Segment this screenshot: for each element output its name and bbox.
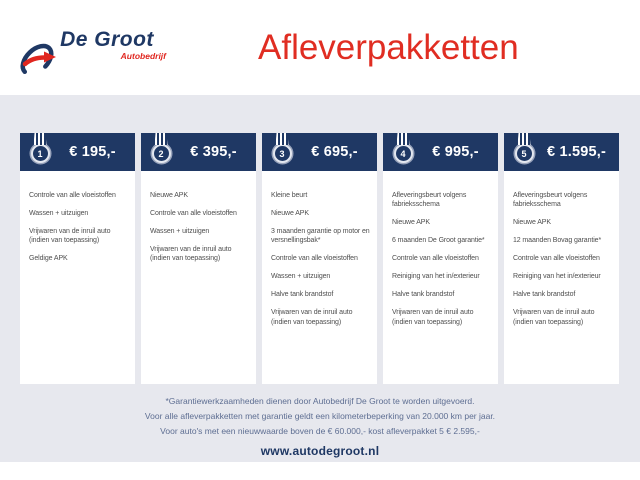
package-item: Controle van alle vloeistoffen [150, 209, 237, 217]
package-item: Halve tank brandstof [271, 291, 334, 299]
medal-number: 1 [30, 144, 50, 163]
package-header: 3 € 695,- [262, 133, 377, 171]
package-card-5: 5 € 1.595,- Afleveringsbeurt volgens fab… [504, 133, 619, 384]
package-header: 5 € 1.595,- [504, 133, 619, 171]
medal-number: 5 [514, 144, 534, 163]
medal-number: 2 [151, 144, 171, 163]
package-card-2: 2 € 395,- Nieuwe APK Controle van alle vl… [141, 133, 256, 384]
package-card-4: 4 € 995,- Afleveringsbeurt volgens fabri… [383, 133, 498, 384]
package-price: € 695,- [311, 144, 358, 160]
footnotes: *Garantiewerkzaamheden dienen door Autob… [0, 394, 640, 439]
package-item: Reiniging van het in/exterieur [513, 273, 601, 281]
package-cards: 1 € 195,- Controle van alle vloeistoffen… [20, 133, 619, 384]
medal-number: 4 [393, 144, 413, 163]
package-item: Controle van alle vloeistoffen [271, 255, 358, 263]
package-item: Vrijwaren van de inruil auto (indien van… [392, 309, 474, 326]
package-item: Wassen + uitzuigen [271, 273, 331, 281]
medal-icon: 4 [390, 133, 416, 169]
package-item: Nieuwe APK [392, 219, 430, 227]
package-header: 1 € 195,- [20, 133, 135, 171]
medal-icon: 3 [269, 133, 295, 169]
footnote-line: Voor auto's met een nieuwwaarde boven de… [160, 426, 480, 436]
medal-icon: 1 [27, 133, 53, 169]
page-title: Afleverpakketten [258, 28, 519, 67]
medal-ribbon-icon [396, 133, 410, 145]
footnote-line: Voor alle afleverpakketten met garantie … [144, 411, 496, 421]
package-items: Afleveringsbeurt volgens fabrieksschema N… [504, 171, 619, 343]
package-item: 12 maanden Bovag garantie* [513, 237, 602, 245]
package-item: Kleine beurt [271, 192, 308, 199]
package-item: Wassen + uitzuigen [150, 227, 210, 235]
package-item: Halve tank brandstof [513, 291, 576, 299]
package-items: Afleveringsbeurt volgens fabrieksschema N… [383, 171, 498, 343]
medal-icon: 2 [148, 133, 174, 169]
package-items: Nieuwe APK Controle van alle vloeistoffen… [141, 171, 256, 280]
package-item: Vrijwaren van de inruil auto (indien van… [150, 245, 232, 263]
package-item: Reiniging van het in/exterieur [392, 273, 480, 281]
package-items: Kleine beurt Nieuwe APK 3 maanden garantie… [262, 171, 377, 343]
package-header: 4 € 995,- [383, 133, 498, 171]
medal-icon: 5 [511, 133, 537, 169]
package-item: 3 maanden garantie op motor en versnelli… [271, 227, 370, 245]
packages-panel: 1 € 195,- Controle van alle vloeistoffen… [0, 95, 640, 462]
package-item: Vrijwaren van de inruil auto (indien van… [513, 309, 595, 326]
package-item: 6 maanden De Groot garantie* [392, 237, 485, 245]
medal-ribbon-icon [33, 133, 47, 145]
package-card-1: 1 € 195,- Controle van alle vloeistoffen… [20, 133, 135, 384]
package-item: Afleveringsbeurt volgens fabrieksschema [392, 192, 467, 209]
package-item: Nieuwe APK [271, 209, 309, 217]
website-text: www.autodegroot.nl [260, 444, 380, 458]
header: De Groot Autobedrijf Afleverpakketten [0, 0, 640, 95]
package-item: Controle van alle vloeistoffen [29, 192, 116, 199]
footnote-line: *Garantiewerkzaamheden dienen door Autob… [165, 396, 475, 406]
package-item: Nieuwe APK [513, 219, 551, 227]
medal-ribbon-icon [275, 133, 289, 145]
package-price: € 1.595,- [546, 144, 607, 160]
package-price: € 995,- [432, 144, 479, 160]
package-item: Halve tank brandstof [392, 291, 455, 299]
medal-ribbon-icon [154, 133, 168, 145]
package-item: Controle van alle vloeistoffen [513, 255, 600, 263]
medal-ribbon-icon [517, 133, 531, 145]
company-logo: De Groot Autobedrijf [16, 24, 166, 80]
package-header: 2 € 395,- [141, 133, 256, 171]
package-item: Geldige APK [29, 255, 68, 263]
package-item: Vrijwaren van de inruil auto (indien van… [29, 227, 111, 245]
brand-subtitle: Autobedrijf [120, 51, 166, 61]
package-item: Controle van alle vloeistoffen [392, 255, 479, 263]
package-item: Afleveringsbeurt volgens fabrieksschema [513, 192, 588, 209]
package-price: € 195,- [69, 144, 116, 160]
swoosh-arrow-icon [16, 38, 62, 81]
brand-name: De Groot [60, 28, 154, 51]
package-price: € 395,- [190, 144, 237, 160]
package-item: Wassen + uitzuigen [29, 209, 89, 217]
medal-number: 3 [272, 144, 292, 163]
package-items: Controle van alle vloeistoffen Wassen + u… [20, 171, 135, 280]
package-item: Nieuwe APK [150, 192, 188, 199]
package-card-3: 3 € 695,- Kleine beurt Nieuwe APK 3 maande… [262, 133, 377, 384]
package-item: Vrijwaren van de inruil auto (indien van… [271, 309, 353, 326]
